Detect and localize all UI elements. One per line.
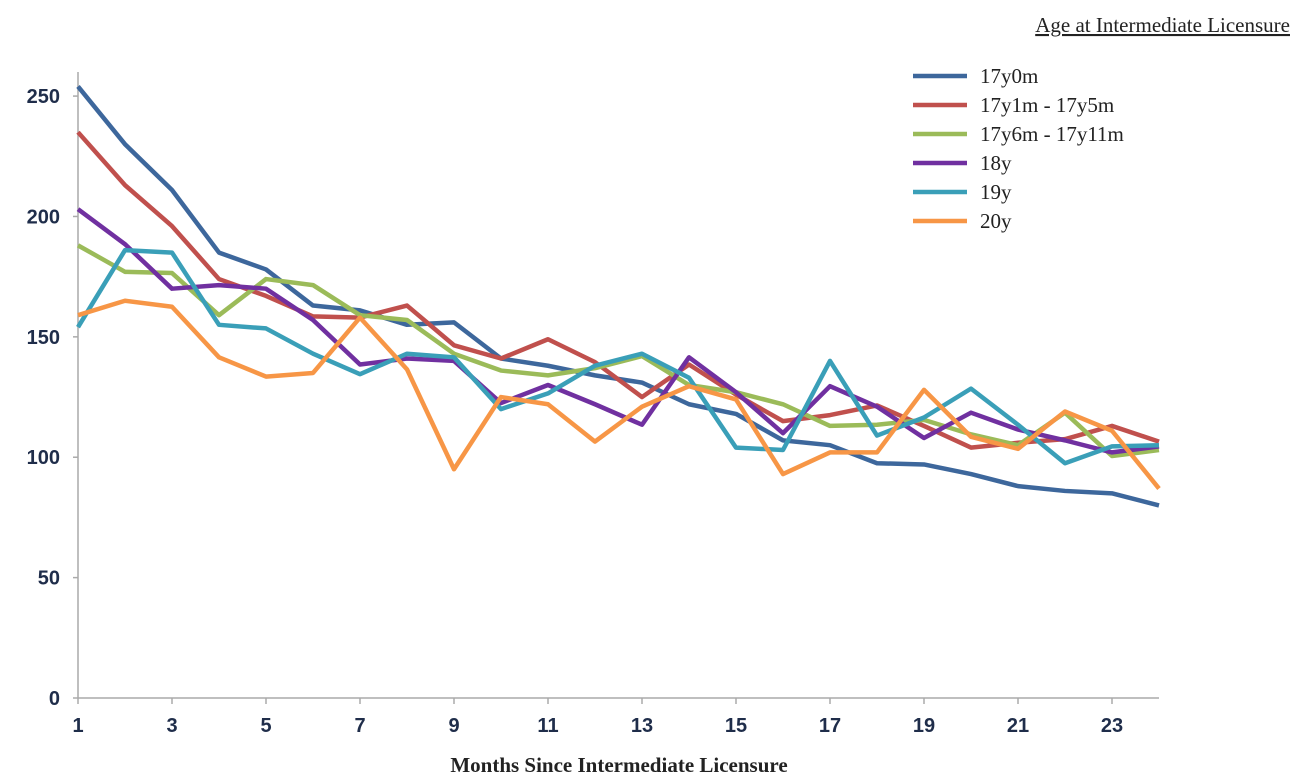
y-tick-label: 0	[49, 688, 60, 710]
x-tick-label: 23	[1101, 715, 1123, 737]
x-tick-label: 19	[913, 715, 935, 737]
y-tick-label: 150	[27, 327, 60, 349]
series-line	[76, 207, 1160, 455]
legend-label: 17y0m	[980, 64, 1038, 88]
series-line	[76, 243, 1160, 459]
legend-label: 20y	[980, 209, 1012, 233]
x-tick-label: 21	[1007, 715, 1029, 737]
x-tick-label: 15	[725, 715, 747, 737]
y-tick-label: 50	[38, 568, 60, 590]
legend-label: 18y	[980, 151, 1012, 175]
y-tick-label: 200	[27, 206, 60, 228]
x-tick-label: 5	[260, 715, 271, 737]
x-tick-label: 17	[819, 715, 841, 737]
x-tick-label: 7	[354, 715, 365, 737]
x-tick-label: 9	[448, 715, 459, 737]
x-tick-label: 1	[72, 715, 83, 737]
legend-label: 17y1m - 17y5m	[980, 93, 1114, 117]
x-tick-label: 13	[631, 715, 653, 737]
series-line	[76, 130, 1160, 450]
x-tick-label: 3	[166, 715, 177, 737]
y-tick-label: 100	[27, 447, 60, 469]
legend-label: 19y	[980, 180, 1012, 204]
legend-label: 17y6m - 17y11m	[980, 122, 1124, 146]
y-tick-label: 250	[27, 86, 60, 108]
legend-title: Age at Intermediate Licensure	[1035, 13, 1290, 37]
series-line	[77, 298, 1161, 490]
x-axis-title: Months Since Intermediate Licensure	[450, 753, 787, 777]
series-line	[76, 247, 1160, 466]
x-tick-label: 11	[537, 715, 558, 737]
